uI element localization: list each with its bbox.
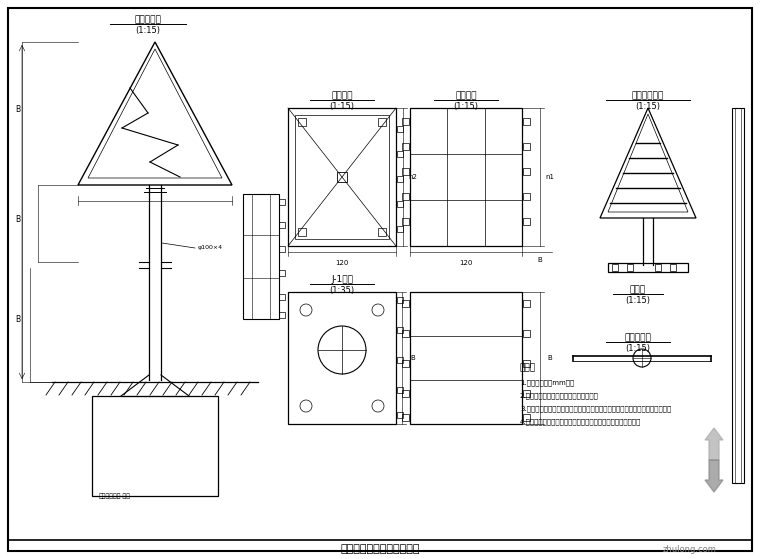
Bar <box>523 360 530 367</box>
Bar <box>397 297 403 303</box>
Bar <box>397 226 403 232</box>
Bar <box>337 172 347 182</box>
Bar <box>523 300 530 307</box>
Bar <box>279 312 285 318</box>
Bar <box>397 201 403 207</box>
Text: 120: 120 <box>335 260 349 266</box>
Bar <box>397 412 403 418</box>
Text: 标志立面图: 标志立面图 <box>135 16 161 25</box>
Bar <box>402 193 409 200</box>
Bar <box>410 292 522 424</box>
Text: 标志背立面图: 标志背立面图 <box>632 92 664 101</box>
Text: 4.基础形式依据洞内平铺基准面上，基板并标出线测量各实际。: 4.基础形式依据洞内平铺基准面上，基板并标出线测量各实际。 <box>520 419 641 425</box>
Bar <box>402 168 409 175</box>
Text: B: B <box>537 257 543 263</box>
Bar <box>523 390 530 397</box>
Bar <box>608 263 688 272</box>
Bar <box>612 264 618 271</box>
Text: 立式固定做法·参见: 立式固定做法·参见 <box>99 493 131 499</box>
Text: B: B <box>410 355 416 361</box>
Bar <box>397 357 403 363</box>
Bar <box>402 218 409 225</box>
Text: (1:35): (1:35) <box>329 286 355 295</box>
Bar <box>523 330 530 337</box>
Text: B: B <box>15 106 21 115</box>
Bar <box>298 118 306 126</box>
Text: (1:15): (1:15) <box>135 26 160 35</box>
Text: 120: 120 <box>459 260 473 266</box>
Text: (1:15): (1:15) <box>635 102 660 111</box>
Bar <box>523 168 530 175</box>
Text: n1: n1 <box>546 174 555 180</box>
Bar <box>523 118 530 125</box>
Text: (1:15): (1:15) <box>625 296 651 305</box>
Bar <box>523 143 530 150</box>
Text: 剖面图: 剖面图 <box>630 286 646 295</box>
Text: 附注：: 附注： <box>520 363 536 372</box>
Text: (1:15): (1:15) <box>330 102 354 111</box>
Bar <box>402 360 409 367</box>
Bar <box>402 390 409 397</box>
Text: B: B <box>15 216 21 225</box>
Bar <box>523 414 530 421</box>
Bar <box>378 228 386 236</box>
FancyArrow shape <box>705 428 723 460</box>
Bar <box>279 246 285 252</box>
Bar <box>397 151 403 157</box>
Bar <box>378 118 386 126</box>
Text: (1:15): (1:15) <box>625 343 651 353</box>
Bar <box>627 264 633 271</box>
Bar <box>397 387 403 393</box>
Bar <box>732 108 744 483</box>
Bar <box>523 218 530 225</box>
Bar <box>279 222 285 228</box>
Bar <box>402 143 409 150</box>
Bar <box>402 118 409 125</box>
Bar <box>397 126 403 132</box>
Bar <box>670 264 676 271</box>
Text: B: B <box>548 355 553 361</box>
Bar <box>279 270 285 276</box>
Bar <box>279 294 285 300</box>
Text: 3.基础金属件于混凝土内，基础可固定在平坦地上，混凝土采用耗土投重拌制；: 3.基础金属件于混凝土内，基础可固定在平坦地上，混凝土采用耗土投重拌制； <box>520 406 671 413</box>
Bar <box>523 193 530 200</box>
FancyArrow shape <box>705 460 723 492</box>
Text: B: B <box>15 315 21 325</box>
Bar <box>397 327 403 333</box>
Text: 2.标志板面颜色为黄底、黑边、黑图案；: 2.标志板面颜色为黄底、黑边、黑图案； <box>520 392 599 399</box>
Bar <box>243 194 279 319</box>
Bar <box>402 414 409 421</box>
Bar <box>279 199 285 205</box>
Text: n2: n2 <box>409 174 417 180</box>
Bar <box>288 292 396 424</box>
Text: 基础侧面: 基础侧面 <box>455 92 477 101</box>
Text: 1.本图尺寸均以mm计；: 1.本图尺寸均以mm计； <box>520 380 575 386</box>
Bar <box>655 264 661 271</box>
Text: J-1剖图: J-1剖图 <box>331 276 353 285</box>
Bar <box>397 176 403 182</box>
Text: zhulong.com: zhulong.com <box>663 544 717 553</box>
Text: φ100×4: φ100×4 <box>198 245 223 250</box>
Bar <box>298 228 306 236</box>
Bar <box>295 115 389 239</box>
Text: 警告标志结构设计图（一）: 警告标志结构设计图（一） <box>340 544 420 554</box>
Text: 标志平面图: 标志平面图 <box>625 334 651 343</box>
Text: (1:15): (1:15) <box>454 102 479 111</box>
Bar <box>288 108 396 246</box>
Bar <box>402 300 409 307</box>
Bar <box>410 108 522 246</box>
Bar <box>92 396 218 496</box>
Text: 基础立面: 基础立面 <box>331 92 353 101</box>
Bar <box>402 330 409 337</box>
